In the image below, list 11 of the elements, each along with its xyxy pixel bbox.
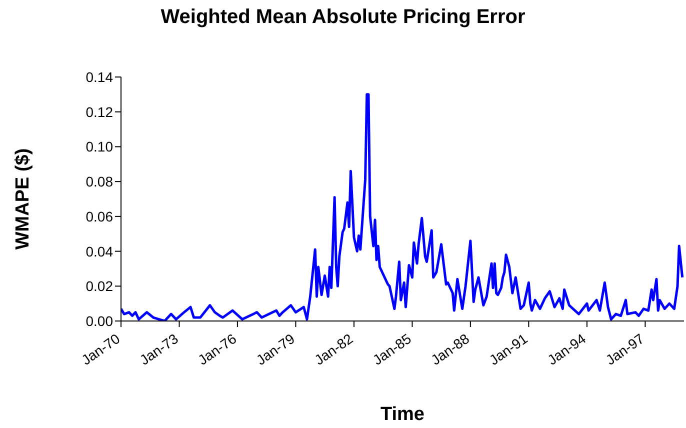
chart-title: Weighted Mean Absolute Pricing Error	[160, 6, 526, 29]
y-tick-label: 0.02	[86, 278, 114, 294]
x-axis-title: Time	[380, 404, 425, 425]
y-tick-label: 0.04	[86, 243, 114, 260]
y-tick-label: 0.10	[86, 138, 114, 155]
y-tick-label: 0.06	[86, 208, 114, 224]
y-tick-label: 0.12	[86, 104, 114, 120]
y-tick-label: 0.00	[86, 312, 114, 329]
y-tick-label: 0.08	[86, 174, 114, 190]
y-tick-label: 0.14	[86, 68, 114, 85]
y-axis-title: WMAPE ($)	[12, 148, 34, 250]
